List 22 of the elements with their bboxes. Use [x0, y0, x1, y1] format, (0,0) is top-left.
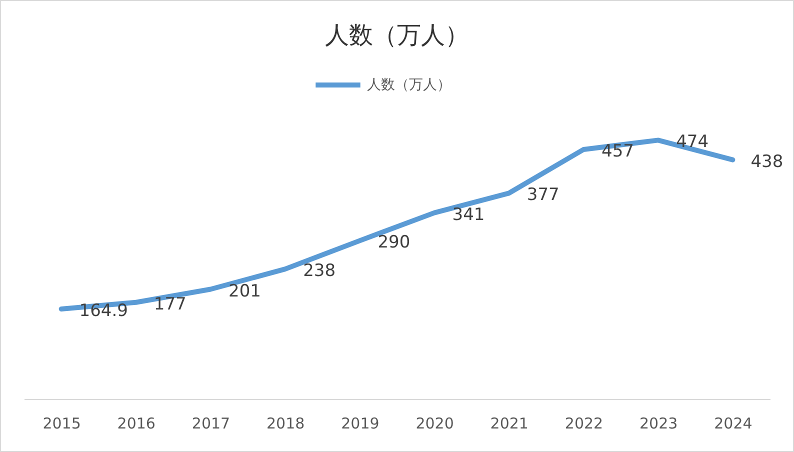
data-label: 201: [228, 281, 261, 302]
data-label: 474: [676, 132, 709, 152]
x-tick-label: 2018: [266, 414, 305, 432]
x-tick-label: 2019: [341, 414, 380, 432]
data-label: 438: [750, 152, 784, 172]
x-tick-label: 2023: [640, 414, 678, 432]
x-tick-label: 2024: [714, 414, 752, 432]
data-label: 377: [526, 185, 560, 206]
x-tick-label: 2017: [192, 414, 230, 432]
data-label: 290: [378, 232, 410, 253]
x-tick-label: 2022: [564, 414, 604, 432]
chart-title: 人数（万人）: [325, 21, 469, 49]
data-label: 457: [602, 141, 634, 162]
data-label: 341: [452, 204, 485, 225]
legend-label: 人数（万人）: [367, 77, 451, 93]
data-label: 238: [303, 261, 336, 282]
data-label: 164.9: [79, 300, 128, 321]
x-tick-label: 2015: [42, 414, 81, 432]
x-tick-label: 2021: [490, 414, 528, 432]
x-tick-label: 2020: [416, 414, 454, 432]
x-tick-label: 2016: [117, 414, 156, 432]
data-label: 177: [154, 294, 186, 314]
